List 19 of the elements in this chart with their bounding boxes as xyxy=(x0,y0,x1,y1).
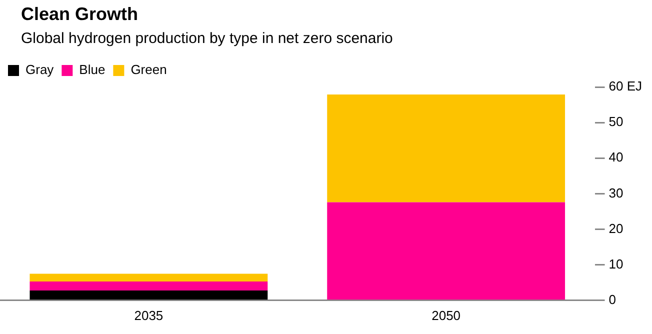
bar xyxy=(30,282,268,290)
bar xyxy=(30,274,268,282)
y-tick-label: 40 xyxy=(608,150,624,165)
y-tick-label: 50 xyxy=(608,114,624,130)
bar xyxy=(30,290,268,300)
chart-subtitle: Global hydrogen production by type in net zero scenario xyxy=(21,30,393,47)
x-tick-label: 2035 xyxy=(134,308,164,323)
y-tick-label: 20 xyxy=(608,220,624,236)
legend-label: Green xyxy=(130,62,167,78)
y-tick-label: 60 EJ xyxy=(608,78,642,94)
y-tick-label: 0 xyxy=(608,292,616,307)
bar xyxy=(327,94,566,202)
y-tick-label: 30 xyxy=(608,185,624,200)
x-tick-label: 2050 xyxy=(432,308,461,323)
chart-title: Clean Growth xyxy=(21,4,138,25)
legend-label: Blue xyxy=(79,62,106,78)
y-tick-label: 10 xyxy=(608,256,624,272)
legend-label: Gray xyxy=(26,62,54,78)
bar xyxy=(327,202,566,300)
